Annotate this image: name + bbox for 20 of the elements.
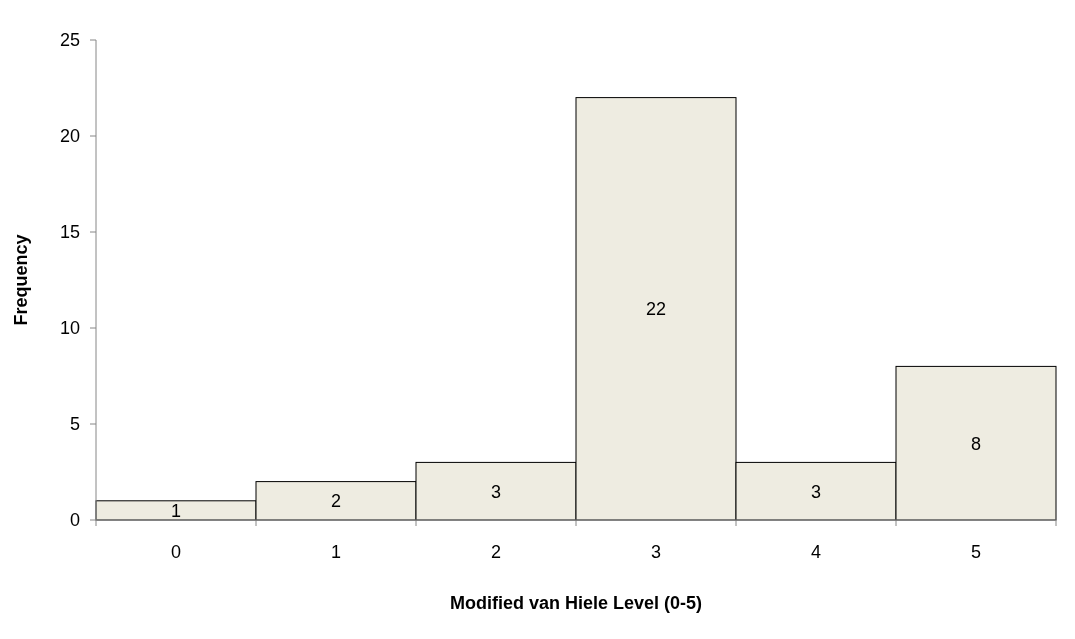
- data-label: 2: [330, 491, 342, 512]
- y-tick-label: 10: [59, 318, 80, 339]
- x-tick-label: 4: [810, 542, 822, 562]
- x-tick-label: 2: [490, 542, 502, 562]
- data-label: 8: [970, 433, 982, 454]
- data-label: 1: [170, 500, 182, 521]
- y-tick-label: 15: [59, 222, 80, 243]
- x-tick-label: 3: [650, 542, 662, 562]
- x-axis-title: Modified van Hiele Level (0-5): [449, 593, 703, 613]
- x-tick-label: 1: [330, 542, 342, 562]
- y-axis-title: Frequency: [11, 234, 31, 326]
- x-tick-label: 5: [970, 542, 982, 562]
- data-label: 22: [645, 299, 667, 320]
- data-label: 3: [490, 481, 502, 502]
- y-tick-label: 0: [69, 510, 80, 531]
- x-tick-label: 0: [170, 542, 182, 562]
- data-label: 3: [810, 481, 822, 502]
- y-tick-label: 5: [69, 414, 80, 435]
- y-tick-label: 25: [59, 30, 80, 51]
- y-tick-label: 20: [59, 126, 80, 147]
